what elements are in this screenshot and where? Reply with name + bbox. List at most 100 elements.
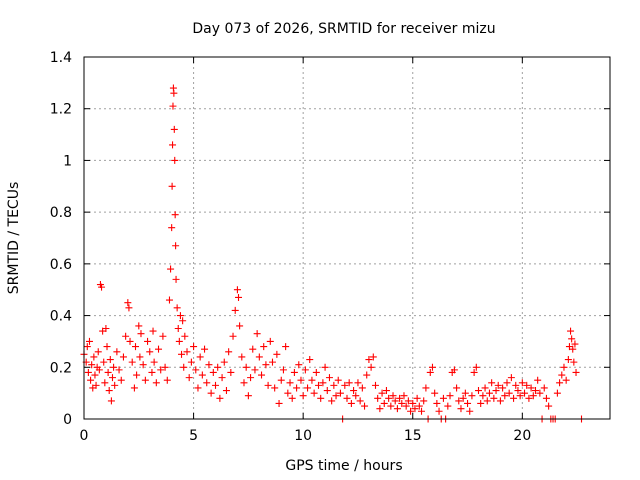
data-point bbox=[229, 332, 237, 340]
y-tick-label: 1.4 bbox=[50, 50, 72, 66]
data-point bbox=[297, 376, 305, 384]
data-point bbox=[516, 392, 524, 400]
data-point bbox=[136, 353, 144, 361]
data-point bbox=[185, 374, 193, 382]
x-tick-labels: 0 5 10 15 20 bbox=[80, 428, 532, 444]
data-point bbox=[391, 397, 399, 405]
data-point bbox=[481, 384, 489, 392]
y-tick-label: 0.4 bbox=[50, 309, 72, 325]
data-point bbox=[433, 399, 441, 407]
data-point bbox=[126, 337, 134, 345]
x-tick-label: 10 bbox=[294, 428, 312, 444]
data-point bbox=[141, 376, 149, 384]
data-point bbox=[308, 376, 316, 384]
data-point bbox=[470, 368, 478, 376]
data-point bbox=[514, 387, 522, 395]
data-point bbox=[472, 363, 480, 371]
data-point bbox=[94, 348, 102, 356]
y-tick-label: 0.6 bbox=[50, 257, 72, 273]
data-point bbox=[415, 402, 423, 410]
data-point bbox=[545, 402, 553, 410]
data-point bbox=[84, 368, 92, 376]
data-point bbox=[161, 363, 169, 371]
data-point bbox=[374, 394, 382, 402]
data-point bbox=[466, 407, 474, 415]
data-point bbox=[365, 356, 373, 364]
data-point bbox=[207, 389, 215, 397]
data-point bbox=[468, 392, 476, 400]
data-point bbox=[260, 343, 268, 351]
data-point bbox=[444, 402, 452, 410]
data-point bbox=[279, 366, 287, 374]
data-point bbox=[108, 374, 116, 382]
data-point bbox=[85, 337, 93, 345]
data-point bbox=[106, 356, 114, 364]
data-point bbox=[521, 389, 529, 397]
data-point bbox=[181, 332, 189, 340]
data-point bbox=[183, 348, 191, 356]
data-point bbox=[485, 389, 493, 397]
data-point bbox=[529, 392, 537, 400]
data-point bbox=[146, 348, 154, 356]
data-point bbox=[568, 335, 576, 343]
data-point bbox=[149, 327, 157, 335]
data-point bbox=[171, 211, 179, 219]
data-point bbox=[387, 402, 395, 410]
data-point bbox=[209, 368, 217, 376]
x-tick-label: 20 bbox=[513, 428, 531, 444]
data-point bbox=[422, 384, 430, 392]
data-point bbox=[173, 304, 181, 312]
data-point bbox=[411, 405, 419, 413]
data-point bbox=[418, 407, 426, 415]
data-point bbox=[426, 368, 434, 376]
data-point bbox=[253, 330, 261, 338]
data-point bbox=[393, 405, 401, 413]
data-point bbox=[282, 343, 290, 351]
data-point bbox=[385, 394, 393, 402]
data-point bbox=[306, 356, 314, 364]
data-point bbox=[525, 394, 533, 402]
data-point bbox=[240, 379, 248, 387]
data-point bbox=[83, 343, 91, 351]
data-point bbox=[231, 306, 239, 314]
data-point bbox=[205, 361, 213, 369]
data-point bbox=[144, 337, 152, 345]
data-point bbox=[157, 366, 165, 374]
data-point bbox=[266, 337, 274, 345]
data-point bbox=[315, 381, 323, 389]
data-point bbox=[534, 376, 542, 384]
data-point bbox=[490, 394, 498, 402]
data-point bbox=[453, 384, 461, 392]
data-point bbox=[163, 376, 171, 384]
data-point bbox=[122, 332, 130, 340]
data-point bbox=[216, 394, 224, 402]
data-point bbox=[187, 358, 195, 366]
data-point bbox=[564, 356, 572, 364]
data-point bbox=[251, 366, 259, 374]
data-point bbox=[361, 402, 369, 410]
data-point bbox=[428, 363, 436, 371]
data-point bbox=[92, 381, 100, 389]
data-point bbox=[435, 407, 443, 415]
x-axis-label: GPS time / hours bbox=[285, 458, 402, 474]
data-point bbox=[227, 368, 235, 376]
data-point bbox=[301, 366, 309, 374]
data-point bbox=[450, 366, 458, 374]
data-point bbox=[111, 381, 119, 389]
data-point bbox=[499, 384, 507, 392]
data-point bbox=[100, 358, 108, 366]
data-point bbox=[271, 384, 279, 392]
data-point bbox=[236, 322, 244, 330]
data-point bbox=[87, 376, 95, 384]
data-point bbox=[180, 363, 188, 371]
data-point bbox=[168, 182, 176, 190]
data-point bbox=[275, 399, 283, 407]
data-point bbox=[350, 387, 358, 395]
data-point bbox=[102, 325, 110, 332]
data-point bbox=[345, 379, 353, 387]
data-point bbox=[356, 397, 364, 405]
data-point bbox=[169, 141, 177, 149]
data-point bbox=[310, 389, 318, 397]
data-point bbox=[90, 353, 98, 361]
